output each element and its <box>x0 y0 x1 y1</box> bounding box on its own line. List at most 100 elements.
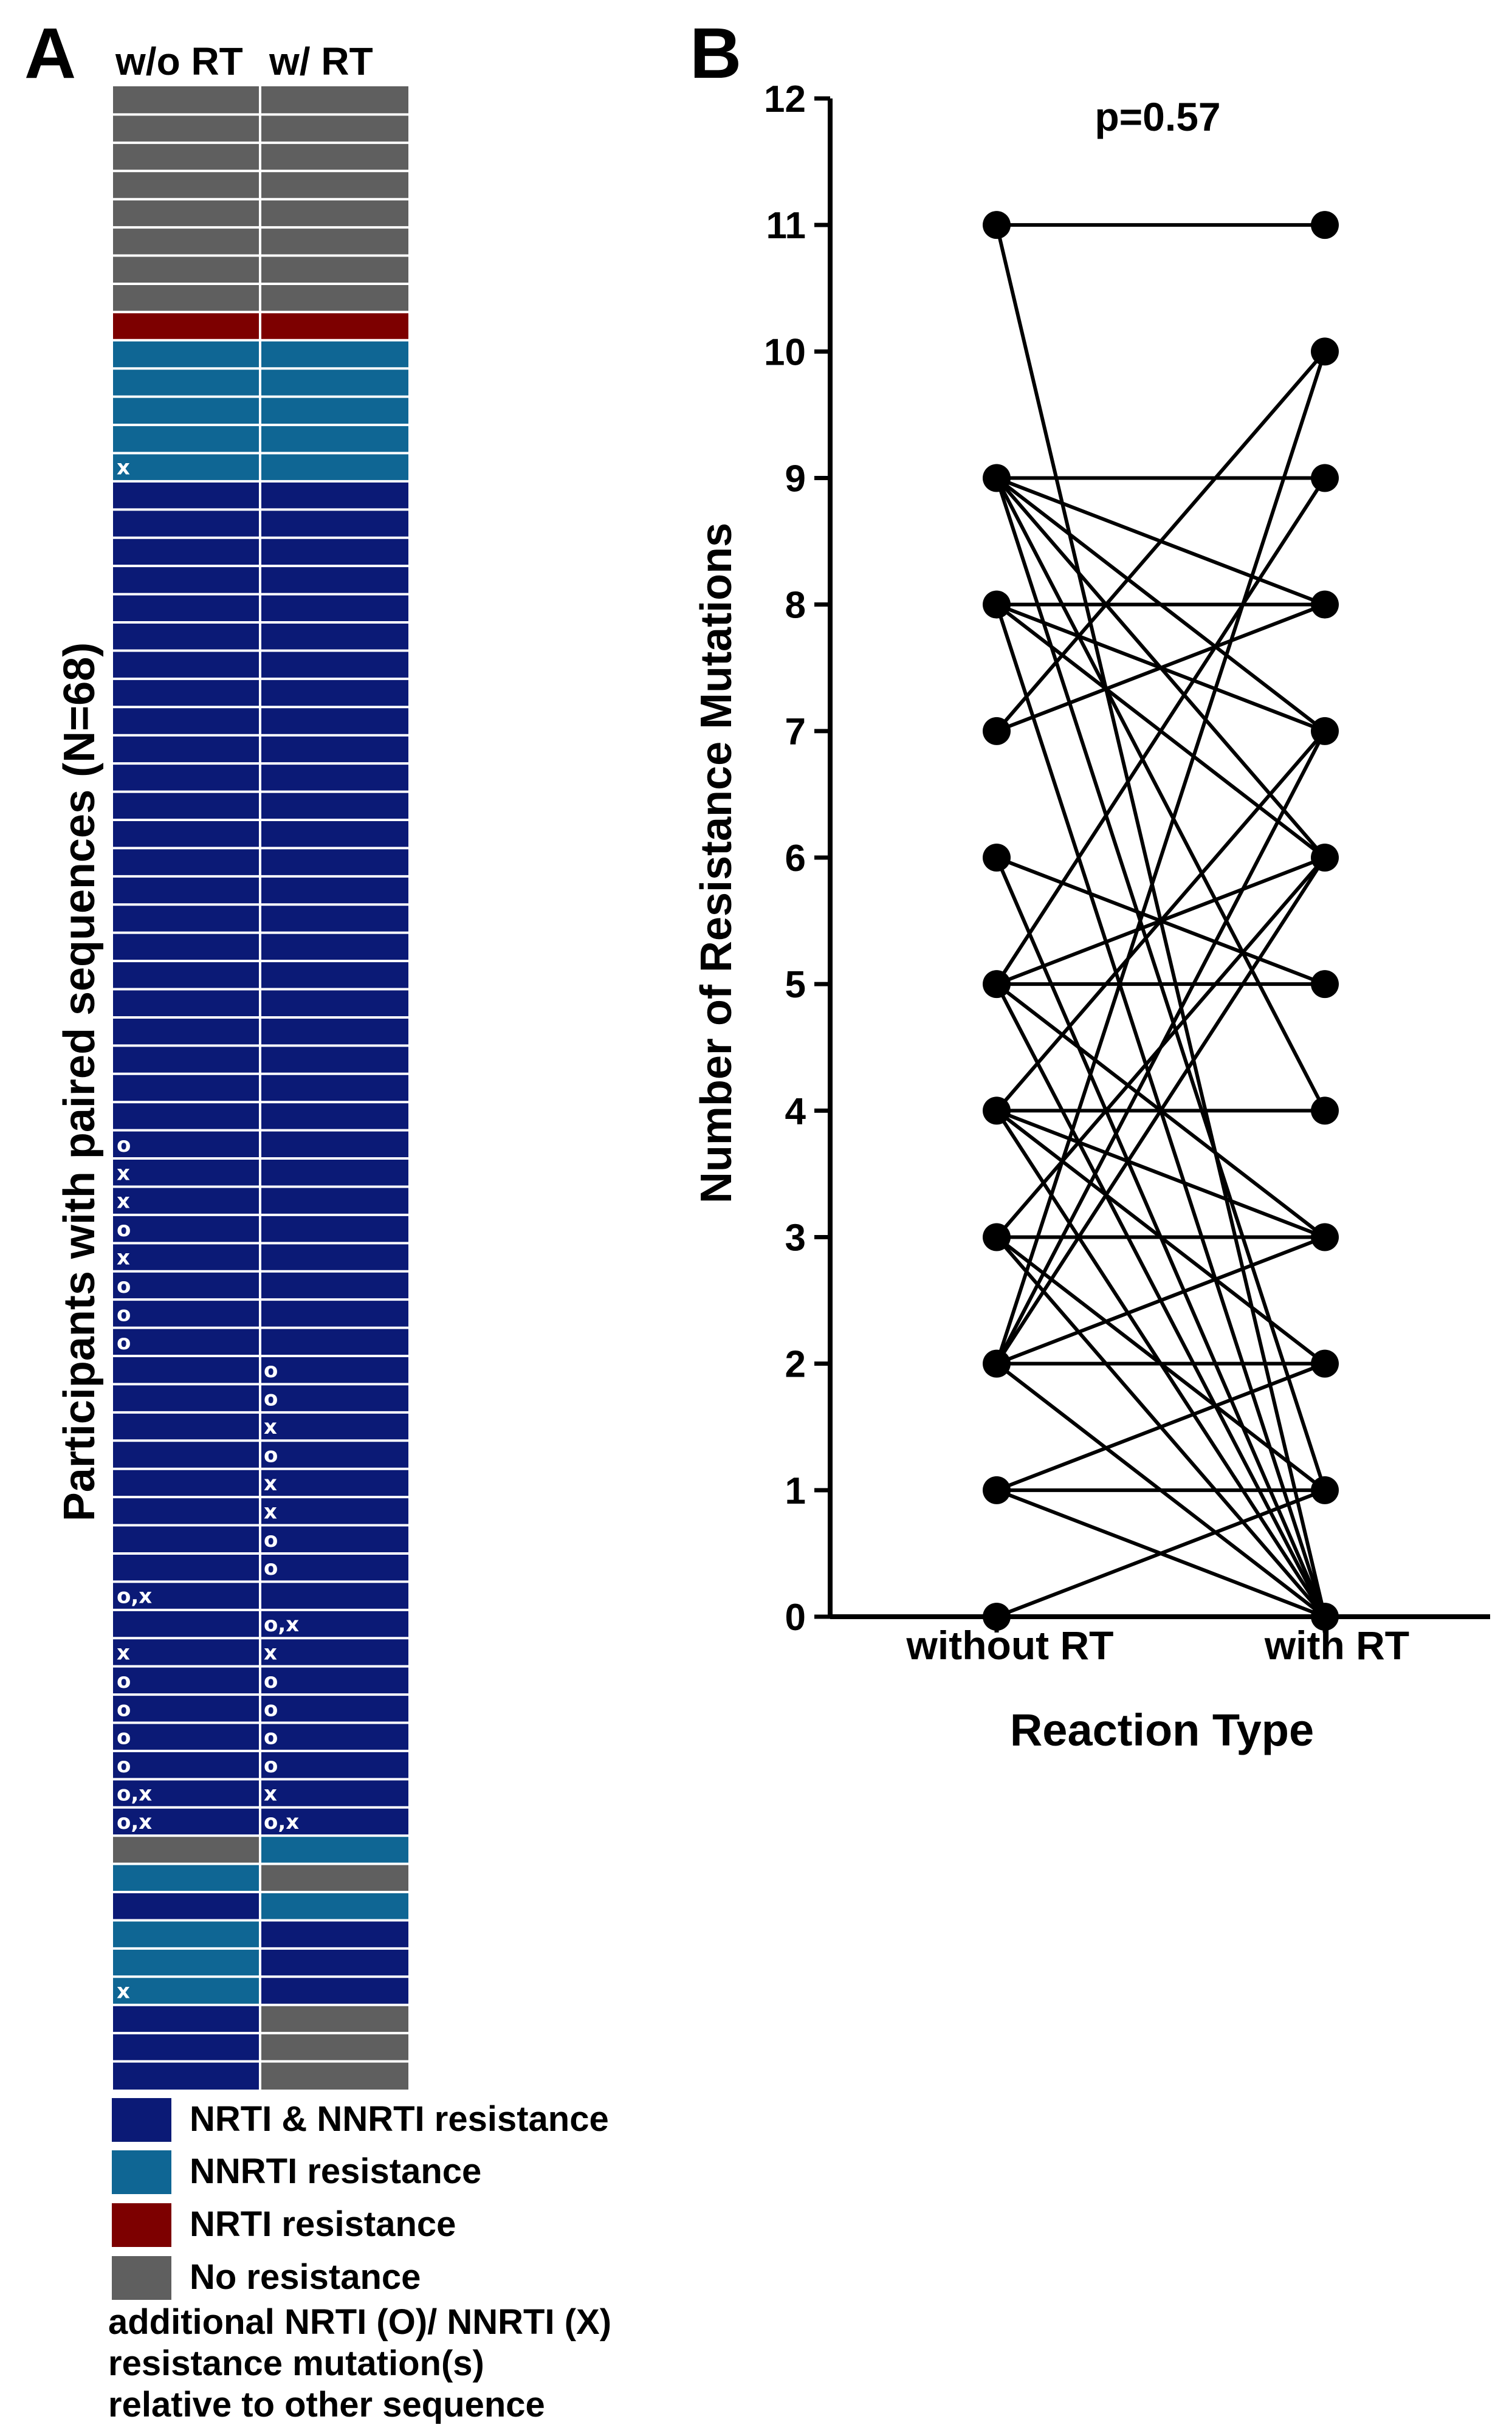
y-tick-label-9: 9 <box>785 458 806 500</box>
cell-wo-rt-row-30 <box>113 904 260 933</box>
panel-a-y-label: Participants with paired sequences (N=68… <box>55 642 104 1521</box>
y-tick-label-8: 8 <box>785 585 806 627</box>
point-with-rt-3 <box>1311 1223 1339 1251</box>
mutation-mark-w-rt-row-57: o <box>264 1669 278 1693</box>
cell-w-rt-row-57 <box>260 1666 408 1695</box>
cell-w-rt-row-3 <box>260 142 408 171</box>
cell-wo-rt-row-48 <box>113 1412 260 1441</box>
cell-w-rt-row-12 <box>260 396 408 425</box>
mutation-mark-wo-rt-row-14: x <box>117 456 130 480</box>
cell-wo-rt-row-36 <box>113 1073 260 1103</box>
legend-swatch-none <box>112 2256 171 2300</box>
legend-label-none: No resistance <box>190 2257 421 2297</box>
legend-swatch-nnrti <box>112 2150 171 2194</box>
point-without-rt-2 <box>983 1349 1011 1378</box>
cell-w-rt-row-66 <box>260 1920 408 1949</box>
cell-wo-rt-row-7 <box>113 255 260 284</box>
cell-wo-rt-row-10 <box>113 340 260 369</box>
cell-w-rt-row-50 <box>260 1468 408 1498</box>
point-with-rt-9 <box>1311 464 1339 492</box>
y-tick-label-0: 0 <box>785 1597 806 1639</box>
cell-w-rt-row-49 <box>260 1440 408 1469</box>
mutation-mark-w-rt-row-51: x <box>264 1499 277 1524</box>
y-tick-label-1: 1 <box>785 1470 806 1512</box>
cell-w-rt-row-8 <box>260 283 408 312</box>
mutation-mark-w-rt-row-62: o,x <box>264 1810 299 1834</box>
pair-line-40-0-to-1 <box>995 1488 1327 1619</box>
point-with-rt-7 <box>1311 717 1339 745</box>
mutation-mark-wo-rt-row-57: o <box>117 1669 131 1693</box>
pair-line-13-7-to-10 <box>995 349 1327 733</box>
pair-line-35-2-to-3 <box>995 1235 1327 1366</box>
legend-swatch-both <box>112 2098 171 2142</box>
x-axis-label: Reaction Type <box>1010 1705 1314 1755</box>
y-tick-label-12: 12 <box>764 78 806 120</box>
cell-wo-rt-row-56 <box>113 1638 260 1667</box>
mutation-mark-w-rt-row-46: o <box>264 1358 278 1383</box>
cell-wo-rt-row-44 <box>113 1299 260 1328</box>
cell-wo-rt-row-35 <box>113 1045 260 1074</box>
cell-w-rt-row-46 <box>260 1356 408 1385</box>
point-with-rt-2 <box>1311 1349 1339 1378</box>
mutation-mark-w-rt-row-50: x <box>264 1471 277 1496</box>
cell-w-rt-row-16 <box>260 509 408 538</box>
cell-w-rt-row-32 <box>260 961 408 989</box>
cell-wo-rt-row-17 <box>113 537 260 566</box>
cell-wo-rt-row-21 <box>113 650 260 679</box>
cell-wo-rt-row-20 <box>113 622 260 651</box>
cell-w-rt-row-44 <box>260 1299 408 1328</box>
cell-w-rt-row-27 <box>260 819 408 848</box>
y-tick-label-5: 5 <box>785 964 806 1006</box>
cell-wo-rt-row-9 <box>113 312 260 340</box>
cell-wo-rt-row-12 <box>113 396 260 425</box>
cell-wo-rt-row-32 <box>113 961 260 989</box>
cell-w-rt-row-10 <box>260 340 408 369</box>
cell-w-rt-row-36 <box>260 1073 408 1103</box>
panel-b-letter: B <box>690 13 741 94</box>
point-without-rt-3 <box>983 1223 1011 1251</box>
cell-w-rt-row-52 <box>260 1525 408 1553</box>
cell-w-rt-row-13 <box>260 425 408 453</box>
mutation-mark-wo-rt-row-59: o <box>117 1726 131 1750</box>
cell-wo-rt-row-19 <box>113 594 260 623</box>
mutation-mark-wo-rt-row-38: o <box>117 1133 131 1157</box>
cell-wo-rt-row-37 <box>113 1102 260 1130</box>
cell-wo-rt-row-55 <box>113 1609 260 1639</box>
cell-w-rt-row-25 <box>260 763 408 792</box>
cell-wo-rt-row-8 <box>113 283 260 312</box>
point-with-rt-1 <box>1311 1476 1339 1504</box>
cell-w-rt-row-5 <box>260 199 408 228</box>
cell-w-rt-row-58 <box>260 1695 408 1723</box>
mutation-mark-wo-rt-row-44: o <box>117 1302 131 1326</box>
cell-wo-rt-row-70 <box>113 2033 260 2062</box>
mutation-mark-wo-rt-row-58: o <box>117 1697 131 1721</box>
cell-wo-rt-row-60 <box>113 1750 260 1780</box>
mutation-mark-wo-rt-row-39: x <box>117 1161 130 1185</box>
cell-wo-rt-row-54 <box>113 1581 260 1610</box>
legend-note-line-3: relative to other sequence <box>108 2385 545 2424</box>
cell-wo-rt-row-25 <box>113 763 260 792</box>
cell-w-rt-row-40 <box>260 1186 408 1215</box>
cell-wo-rt-row-67 <box>113 1948 260 1977</box>
pair-line-33-2-to-6 <box>995 856 1327 1366</box>
mutation-mark-w-rt-row-56: x <box>264 1640 277 1665</box>
legend-note-line-2: resistance mutation(s) <box>108 2344 484 2383</box>
cell-wo-rt-row-51 <box>113 1497 260 1526</box>
pair-lines <box>995 223 1327 1619</box>
cell-wo-rt-row-11 <box>113 368 260 397</box>
pair-line-24-4-to-3 <box>995 1109 1327 1239</box>
point-without-rt-9 <box>983 464 1011 492</box>
panel-a-letter: A <box>24 13 76 94</box>
cell-w-rt-row-63 <box>260 1836 408 1864</box>
cell-w-rt-row-55 <box>260 1609 408 1639</box>
cell-wo-rt-row-23 <box>113 707 260 735</box>
cell-w-rt-row-37 <box>260 1102 408 1130</box>
y-tick-label-4: 4 <box>785 1090 806 1132</box>
mutation-mark-wo-rt-row-68: x <box>117 1980 130 2004</box>
cell-wo-rt-row-61 <box>113 1779 260 1808</box>
cell-wo-rt-row-4 <box>113 171 260 199</box>
cell-wo-rt-row-66 <box>113 1920 260 1949</box>
cell-wo-rt-row-41 <box>113 1214 260 1244</box>
cell-wo-rt-row-71 <box>113 2061 260 2090</box>
